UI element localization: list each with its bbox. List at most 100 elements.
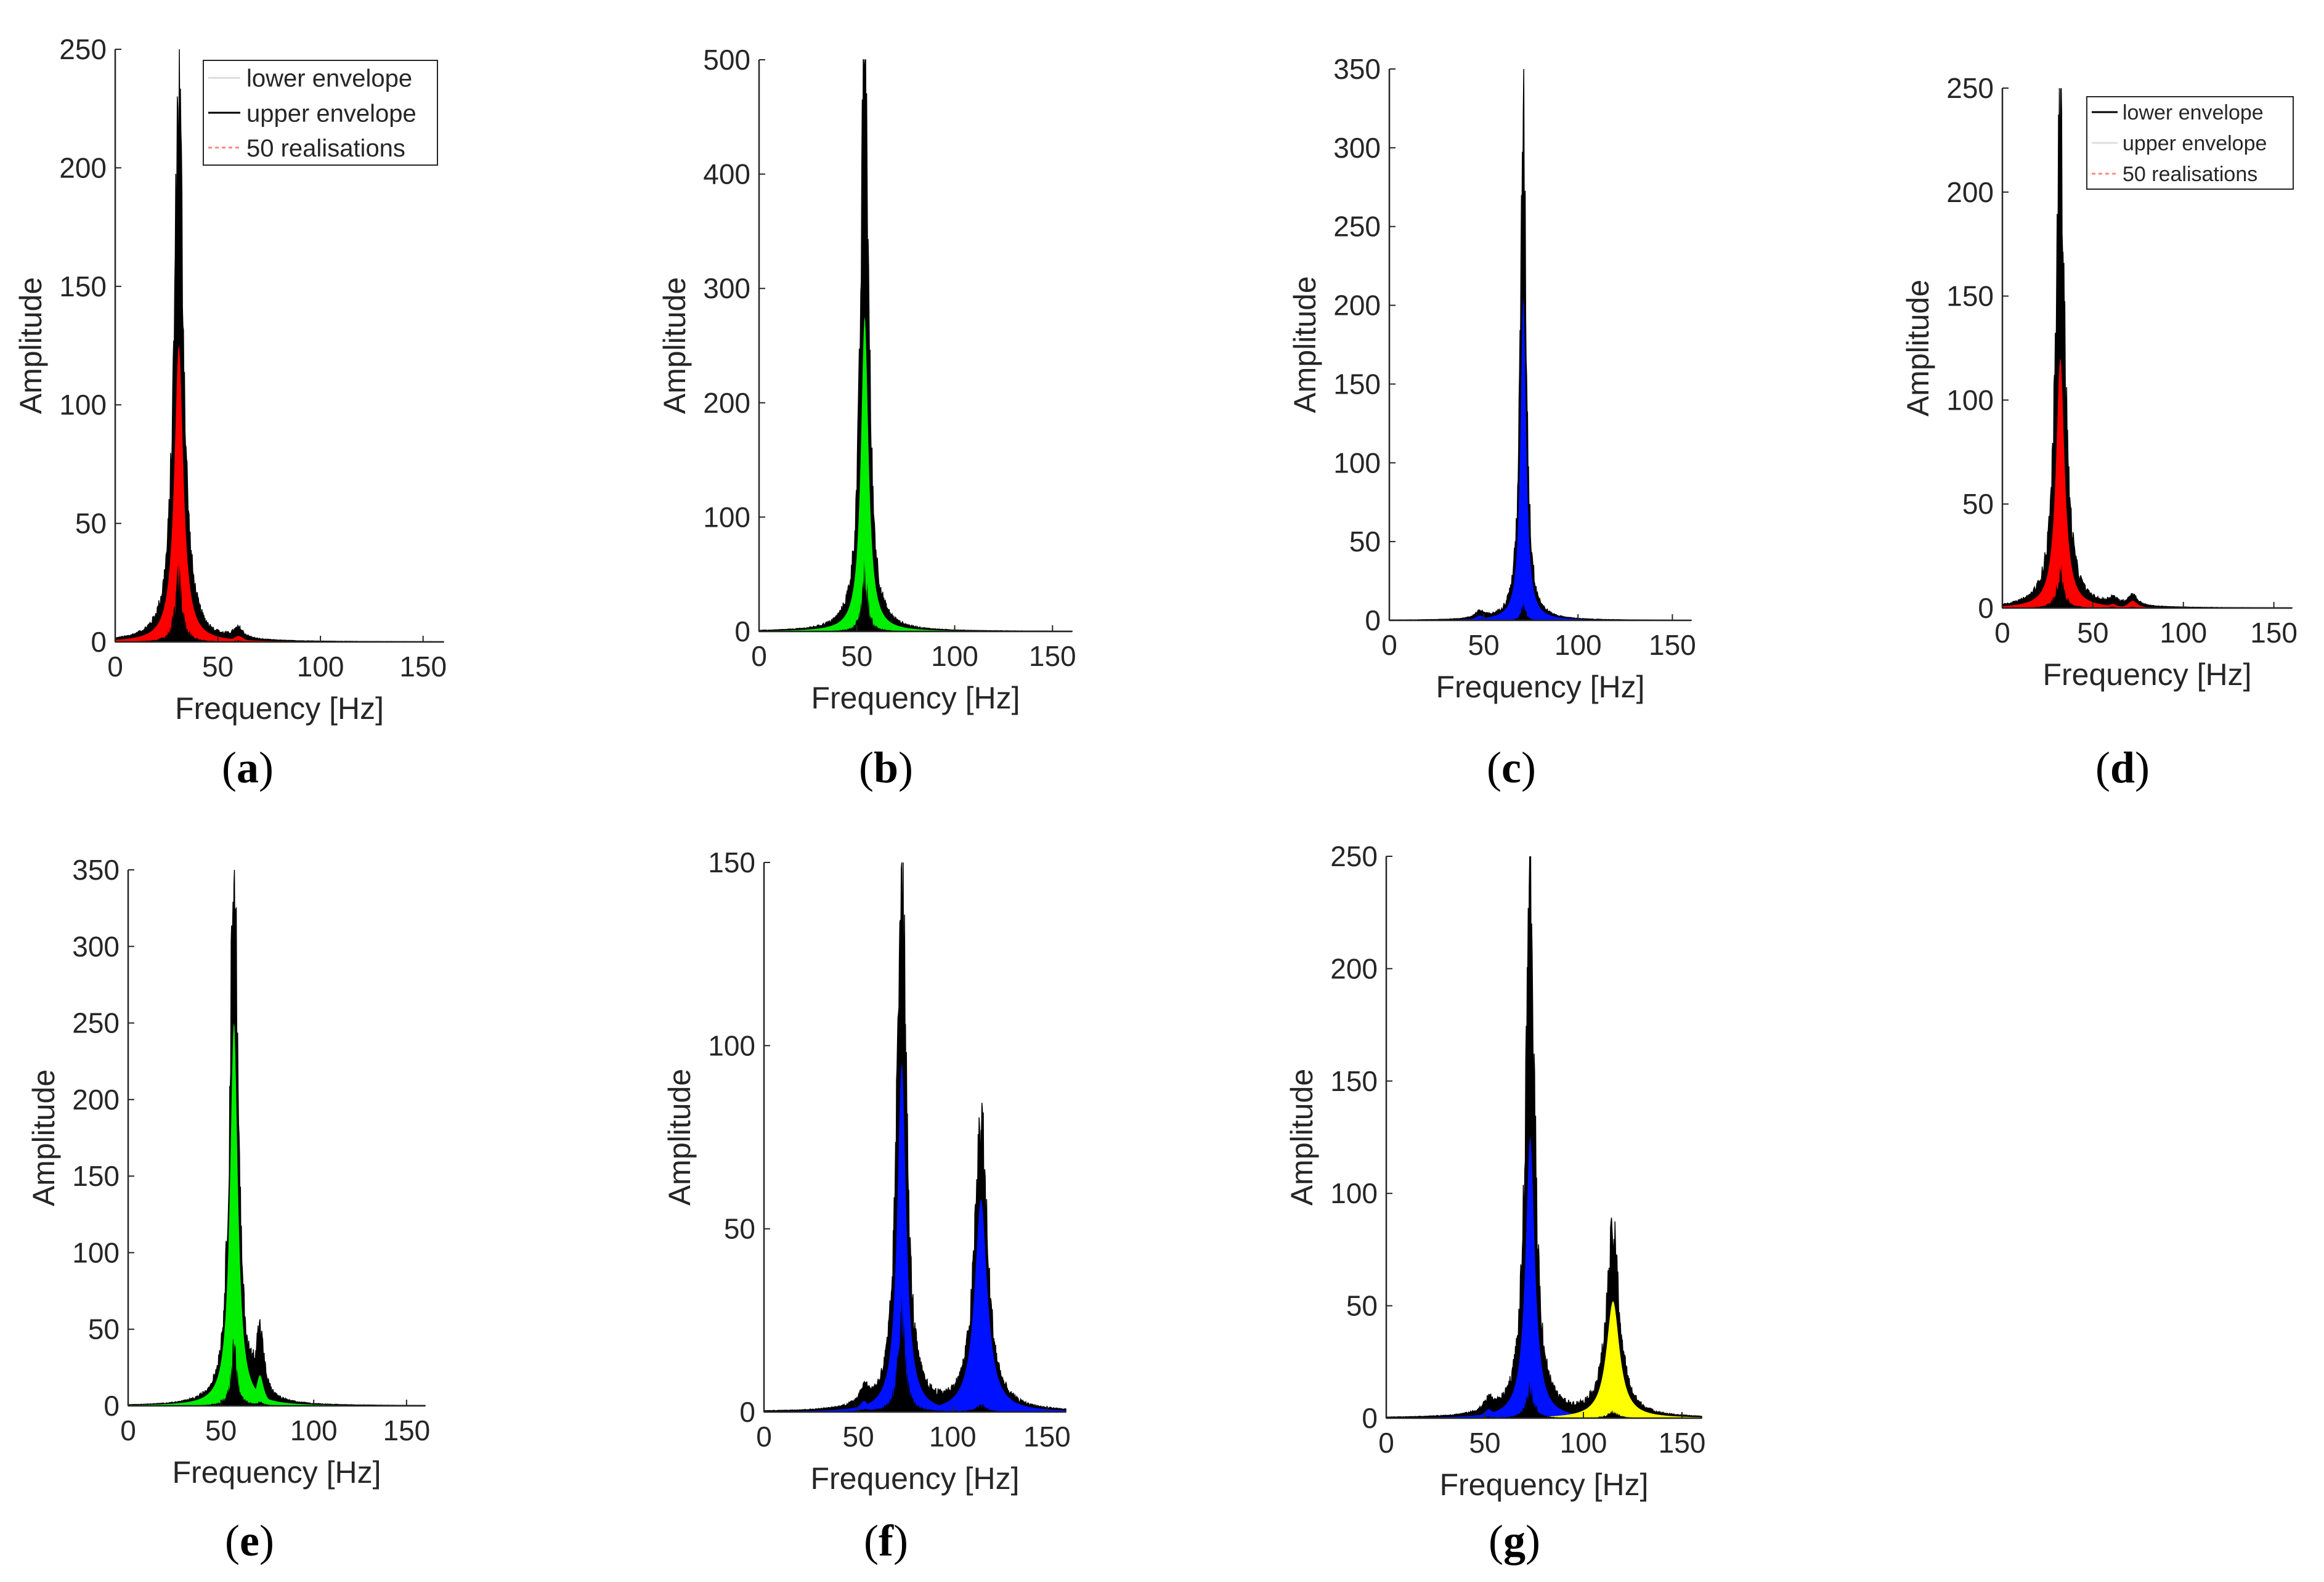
y-tick-label-c-250: 250 bbox=[1333, 211, 1381, 243]
legend-box-a bbox=[203, 60, 438, 166]
y-tick-label-d-100: 100 bbox=[1946, 384, 1994, 416]
x-tick-label-g-100: 100 bbox=[1560, 1427, 1607, 1459]
caption-b-label: b bbox=[873, 743, 899, 792]
y-tick-label-f-150: 150 bbox=[708, 846, 755, 878]
caption-c: (c) bbox=[1487, 743, 1536, 792]
caption-a: (a) bbox=[222, 743, 274, 792]
caption-c-label: c bbox=[1501, 743, 1521, 792]
y-tick-label-b-500: 500 bbox=[703, 44, 750, 76]
caption-g: (g) bbox=[1489, 1516, 1540, 1565]
x-tick-label-d-150: 150 bbox=[2250, 617, 2298, 649]
y-tick-label-g-200: 200 bbox=[1330, 952, 1378, 984]
y-tick-label-g-100: 100 bbox=[1330, 1177, 1378, 1209]
legend-entry-a-0: lower envelope bbox=[246, 65, 412, 92]
x-tick-label-c-50: 50 bbox=[1468, 629, 1500, 661]
y-tick-label-c-200: 200 bbox=[1333, 290, 1381, 322]
y-tick-label-d-0: 0 bbox=[1978, 592, 1994, 624]
y-axis-label-c: Amplitude bbox=[1288, 276, 1322, 413]
realisations-fill-c-0 bbox=[1389, 297, 1691, 620]
y-tick-label-d-200: 200 bbox=[1946, 176, 1994, 208]
legend-entry-d-2: 50 realisations bbox=[2123, 163, 2257, 186]
x-tick-label-b-100: 100 bbox=[931, 640, 978, 672]
y-tick-label-c-100: 100 bbox=[1333, 447, 1381, 479]
y-tick-label-d-50: 50 bbox=[1962, 488, 1994, 520]
y-tick-label-b-400: 400 bbox=[703, 158, 750, 190]
legend-a: lower envelope upper envelope 50 realisati… bbox=[203, 60, 438, 166]
y-tick-label-e-0: 0 bbox=[104, 1390, 120, 1422]
y-tick-label-g-50: 50 bbox=[1346, 1290, 1378, 1322]
y-tick-label-g-250: 250 bbox=[1330, 840, 1378, 872]
y-tick-label-c-0: 0 bbox=[1365, 604, 1381, 636]
legend-entry-d-1: upper envelope bbox=[2123, 132, 2267, 155]
y-axis-label-a: Amplitude bbox=[14, 277, 48, 414]
caption-b: (b) bbox=[858, 743, 914, 792]
upper-envelope-c bbox=[1389, 68, 1692, 621]
y-tick-label-d-250: 250 bbox=[1946, 72, 1994, 104]
x-tick-label-f-150: 150 bbox=[1023, 1421, 1071, 1453]
y-tick-label-f-0: 0 bbox=[739, 1396, 755, 1428]
y-tick-label-e-150: 150 bbox=[72, 1160, 120, 1192]
caption-d: (d) bbox=[2095, 743, 2150, 792]
x-axis-label-c: Frequency [Hz] bbox=[1436, 670, 1644, 704]
x-tick-label-f-100: 100 bbox=[929, 1421, 977, 1453]
y-tick-label-g-0: 0 bbox=[1362, 1402, 1378, 1434]
x-tick-label-a-150: 150 bbox=[399, 651, 447, 683]
lower-envelope-d bbox=[2002, 563, 2292, 608]
caption-e-label: e bbox=[240, 1516, 259, 1565]
realisations-fill-g-1 bbox=[1386, 1301, 1702, 1418]
x-tick-label-g-0: 0 bbox=[1378, 1427, 1394, 1459]
x-axis-label-e: Frequency [Hz] bbox=[172, 1455, 381, 1490]
x-tick-label-f-50: 50 bbox=[843, 1421, 874, 1453]
realisations-fill-f-1 bbox=[764, 1199, 1066, 1412]
y-tick-label-a-100: 100 bbox=[59, 389, 107, 421]
realisations-fill-a-0 bbox=[115, 346, 444, 642]
x-tick-label-e-100: 100 bbox=[290, 1414, 338, 1446]
x-tick-label-a-50: 50 bbox=[202, 651, 234, 683]
caption-d-label: d bbox=[2110, 743, 2135, 792]
x-tick-label-a-0: 0 bbox=[107, 651, 123, 683]
panel-g: 0 50 100 150 200 250 0 50 100 150 Frequency [Hz] Am… bbox=[1285, 840, 1705, 1502]
y-tick-label-d-150: 150 bbox=[1946, 280, 1994, 312]
legend-entry-a-2: 50 realisations bbox=[246, 135, 405, 162]
panel-a: 0 50 100 150 200 250 0 50 100 150 Frequency [Hz] Am… bbox=[14, 33, 447, 726]
caption-e: (e) bbox=[225, 1516, 274, 1565]
legend-entry-d-0: lower envelope bbox=[2123, 101, 2264, 124]
x-tick-label-d-0: 0 bbox=[1994, 617, 2010, 649]
lower-envelope-a bbox=[115, 560, 444, 642]
y-tick-label-e-50: 50 bbox=[88, 1313, 120, 1345]
y-tick-label-e-300: 300 bbox=[72, 930, 120, 962]
y-tick-label-f-50: 50 bbox=[724, 1213, 755, 1245]
y-tick-label-c-150: 150 bbox=[1333, 368, 1381, 400]
y-tick-label-a-250: 250 bbox=[59, 33, 107, 65]
x-tick-label-b-50: 50 bbox=[841, 640, 872, 672]
y-tick-label-e-350: 350 bbox=[72, 854, 120, 886]
y-tick-label-b-200: 200 bbox=[703, 387, 750, 419]
x-tick-label-c-100: 100 bbox=[1554, 629, 1602, 661]
caption-f: (f) bbox=[864, 1516, 908, 1565]
x-tick-label-g-150: 150 bbox=[1659, 1427, 1706, 1459]
x-axis-label-f: Frequency [Hz] bbox=[810, 1461, 1019, 1496]
y-axis-label-g: Amplitude bbox=[1285, 1069, 1319, 1206]
upper-envelope-g bbox=[1386, 856, 1702, 1419]
realisations-fill-d-0 bbox=[2002, 358, 2292, 608]
x-tick-label-b-150: 150 bbox=[1029, 640, 1076, 672]
panel-b: 0 100 200 300 400 500 0 50 100 150 Frequency [Hz] A… bbox=[657, 44, 1076, 715]
y-tick-label-b-100: 100 bbox=[703, 501, 750, 533]
y-tick-label-f-100: 100 bbox=[708, 1029, 755, 1061]
panel-d: 0 50 100 150 200 250 0 50 100 150 Frequency [Hz] Am… bbox=[1901, 72, 2298, 692]
legend-d: lower envelope upper envelope 50 realisati… bbox=[2086, 96, 2294, 190]
y-tick-label-b-0: 0 bbox=[734, 615, 750, 647]
x-tick-label-f-0: 0 bbox=[756, 1421, 772, 1453]
realisations-fill-e-0 bbox=[128, 1023, 425, 1406]
upper-envelope-e bbox=[128, 869, 426, 1406]
y-tick-label-b-300: 300 bbox=[703, 272, 750, 304]
x-tick-label-d-50: 50 bbox=[2077, 617, 2108, 649]
x-tick-label-b-0: 0 bbox=[751, 640, 767, 672]
y-tick-label-a-200: 200 bbox=[59, 152, 107, 184]
caption-g-label: g bbox=[1503, 1516, 1526, 1565]
legend-box-d bbox=[2086, 96, 2294, 190]
